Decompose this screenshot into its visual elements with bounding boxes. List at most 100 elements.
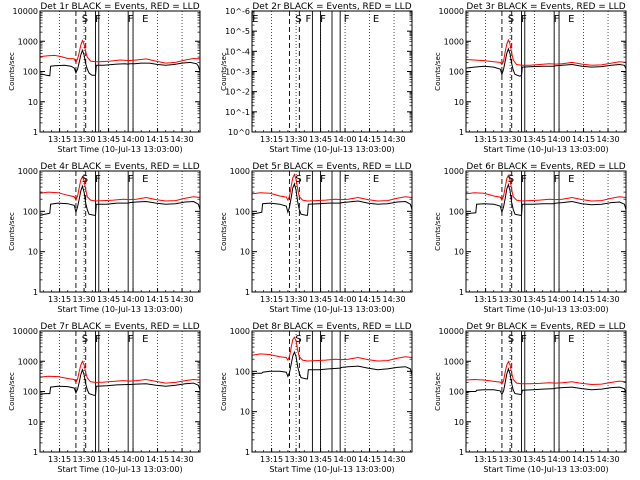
x-tick-label: 14:15 [572,455,595,464]
flag-label: F [320,174,326,185]
y-tick-label: 10^-6 [225,7,250,16]
x-tick-label: 14:00 [334,135,357,144]
y-tick-label: 10000 [439,327,464,336]
events-series-line [251,350,413,380]
y-axis-label: Counts/sec [434,212,442,251]
events-series-line [465,47,627,77]
y-tick-label: 1000 [18,357,38,366]
x-tick-label: 14:00 [334,455,357,464]
flag-label: E [142,174,148,185]
panel-title: Det 6r BLACK = Events, RED = LLD [466,162,625,172]
y-tick-label: 10^-3 [225,68,250,77]
events-series-line [465,367,627,396]
flag-label: E [373,14,379,25]
x-tick-label: 14:00 [122,295,145,304]
x-tick-label: 13:45 [523,135,546,144]
flag-label: F [128,174,134,185]
lld-series-line [39,175,201,202]
flag-label: E [252,14,258,25]
y-tick-label: 1000 [444,37,464,46]
y-tick-label: 10 [28,98,38,107]
x-tick-label: 13:30 [499,295,522,304]
panel-title: Det 4r BLACK = Events, RED = LLD [40,162,199,172]
panel-title: Det 9r BLACK = Events, RED = LLD [466,322,625,332]
y-tick-label: 10 [240,248,250,257]
lld-series-line [465,174,627,202]
x-tick-label: 14:15 [146,455,169,464]
y-tick-label: 10 [454,98,464,107]
y-tick-label: 10^-2 [225,88,250,97]
x-tick-label: 14:30 [171,295,194,304]
x-tick-label: 13:15 [474,295,497,304]
flag-label: S [295,14,301,25]
events-series-line [39,184,201,216]
x-axis-label: Start Time (10-Jul-13 13:03:00) [269,145,394,154]
y-tick-label: 10^-1 [225,108,250,117]
x-tick-label: 14:00 [334,295,357,304]
flag-label: S [82,334,88,345]
panel-title: Det 8r BLACK = Events, RED = LLD [252,322,411,332]
flag-label: F [521,334,527,345]
y-tick-label: 1 [33,448,38,457]
events-series-line [251,182,413,216]
flag-label: S [295,334,301,345]
x-tick-label: 13:15 [474,135,497,144]
flag-label: E [373,174,379,185]
x-tick-label: 14:30 [383,135,406,144]
y-axis-label: Counts/sec [220,212,228,251]
x-axis-label: Start Time (10-Jul-13 13:03:00) [269,465,394,474]
flag-label: S [295,174,301,185]
flag-label: S [82,174,88,185]
y-tick-label: 100 [23,388,38,397]
x-tick-label: 13:45 [523,455,546,464]
lld-series-line [39,39,201,64]
lld-series-line [251,173,413,202]
flag-label: F [344,334,350,345]
plot-frame [251,330,413,453]
x-tick-label: 13:30 [73,295,96,304]
y-tick-label: 10 [454,418,464,427]
x-tick-label: 13:30 [285,295,308,304]
x-tick-label: 13:15 [48,135,71,144]
flag-label: F [554,334,560,345]
x-tick-label: 13:30 [499,135,522,144]
x-tick-label: 14:30 [171,455,194,464]
y-tick-label: 10000 [439,7,464,16]
y-axis-label: Counts/sec [8,372,16,411]
x-tick-label: 14:00 [548,295,571,304]
x-tick-label: 14:00 [548,455,571,464]
flag-label: E [142,334,148,345]
flag-label: E [568,334,574,345]
y-tick-label: 1000 [230,327,250,336]
flag-label: F [95,334,101,345]
x-tick-label: 13:45 [523,295,546,304]
flag-label: F [521,14,527,25]
y-tick-label: 10 [454,248,464,257]
y-tick-label: 1000 [444,357,464,366]
panel-title: Det 2r BLACK = Events, RED = LLD [252,2,411,12]
y-tick-label: 100 [449,68,464,77]
x-tick-label: 13:45 [97,455,120,464]
x-tick-label: 13:30 [73,455,96,464]
x-tick-label: 14:15 [146,135,169,144]
x-tick-label: 13:15 [260,295,283,304]
y-tick-label: 1 [33,288,38,297]
flag-label: F [320,14,326,25]
x-tick-label: 14:30 [597,135,620,144]
x-tick-label: 14:15 [358,455,381,464]
flag-label: F [95,174,101,185]
x-tick-label: 13:45 [309,295,332,304]
x-tick-label: 13:15 [48,455,71,464]
y-axis-label: Counts/sec [434,372,442,411]
y-tick-label: 100 [23,207,38,216]
flag-label: E [373,334,379,345]
panel-title: Det 7r BLACK = Events, RED = LLD [40,322,199,332]
